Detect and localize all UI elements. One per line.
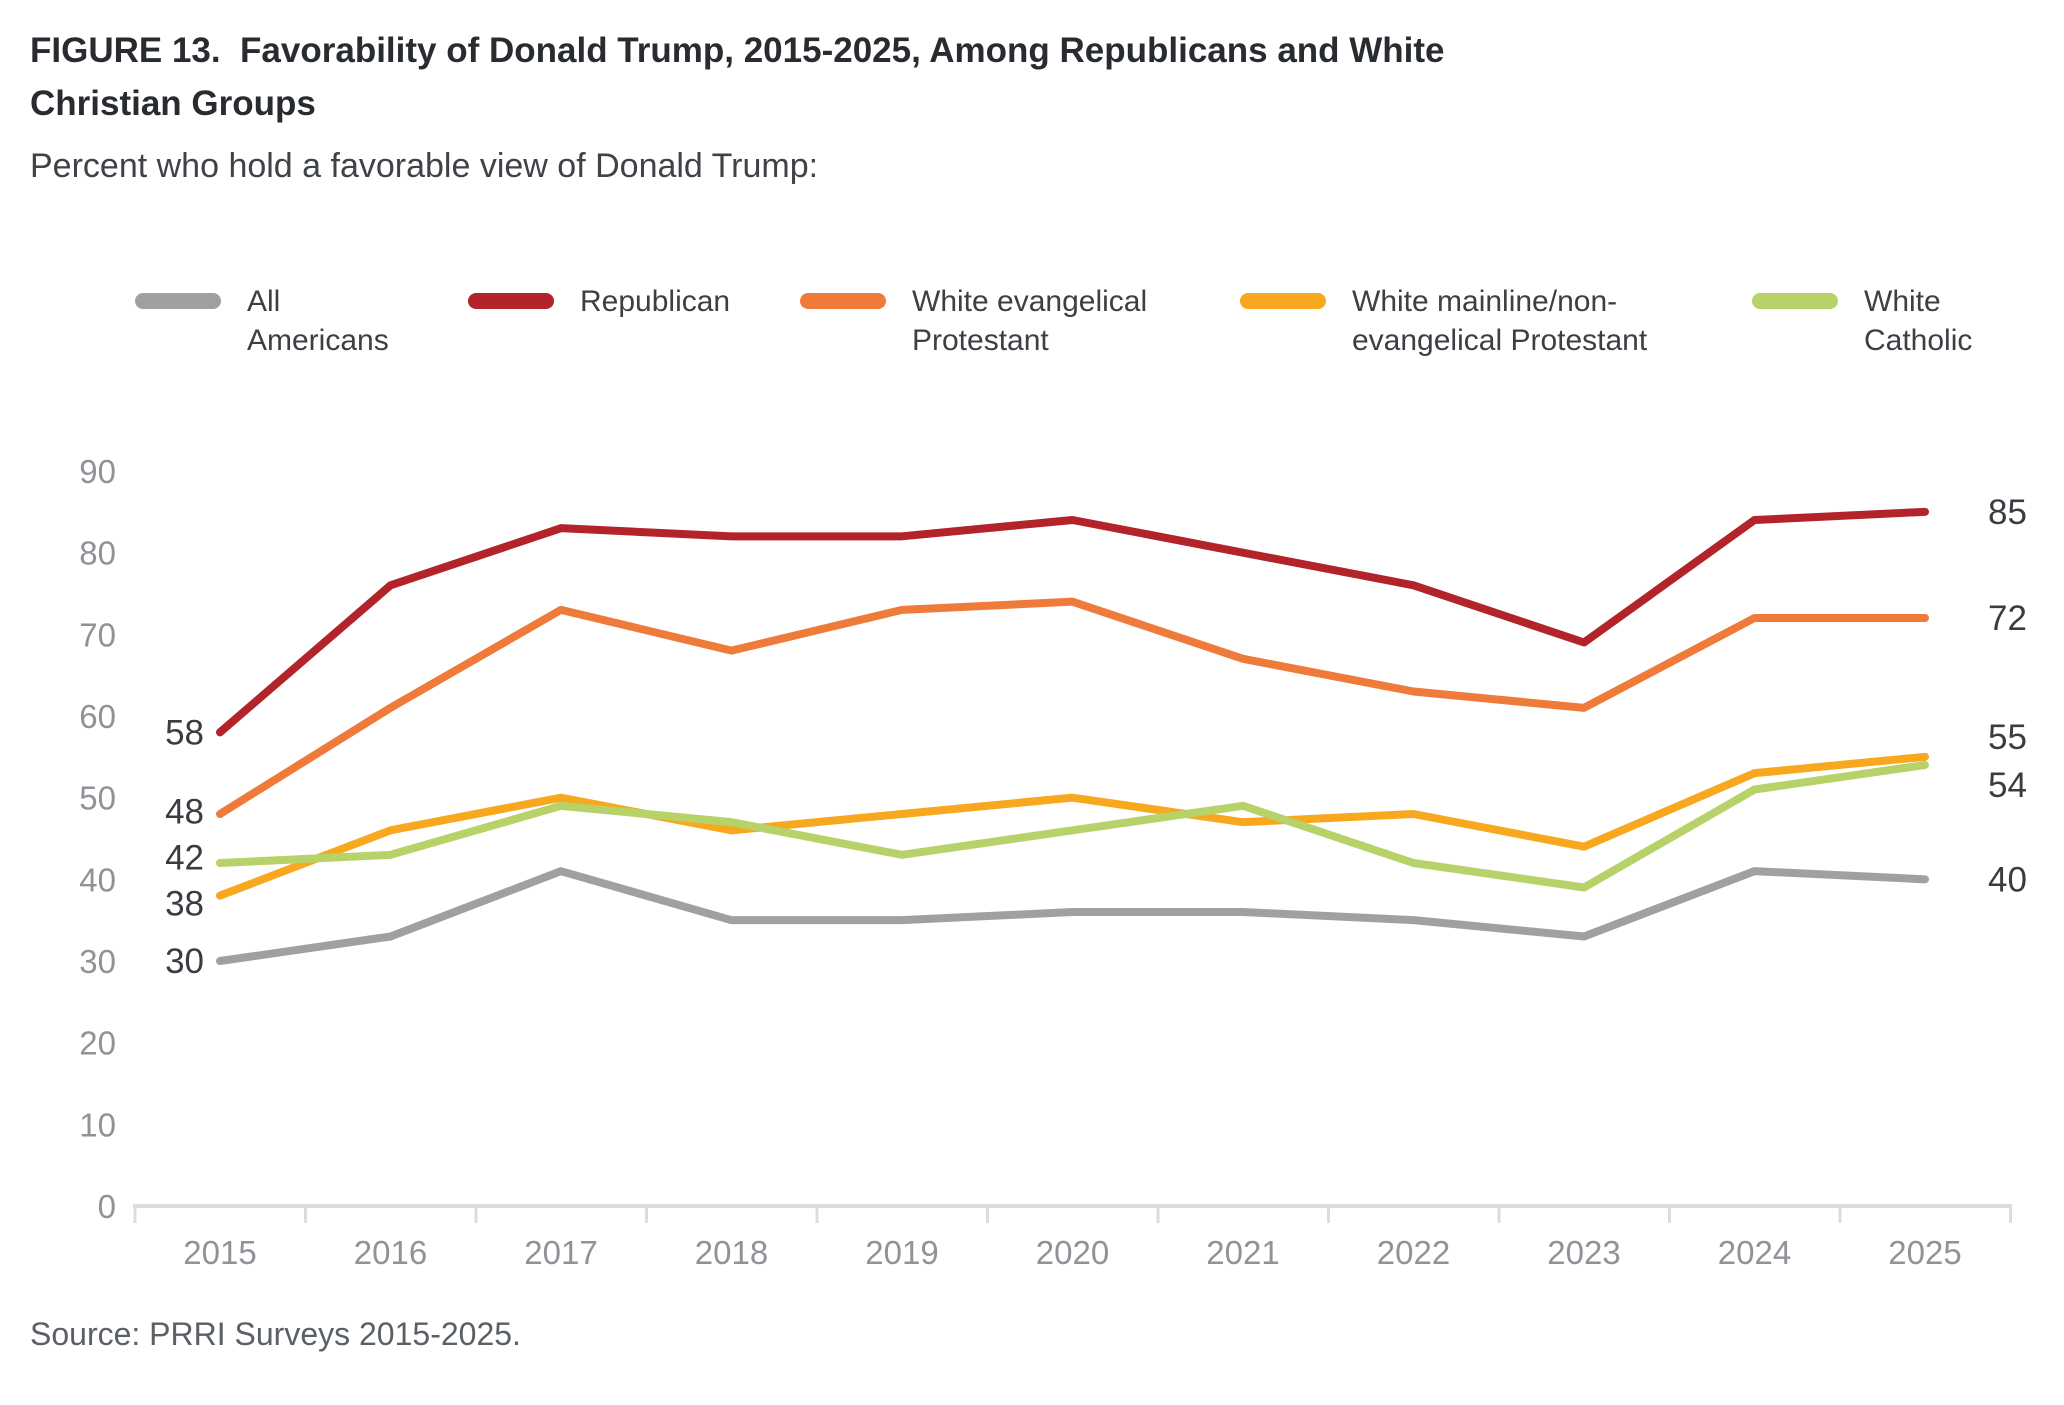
y-axis-label-60: 60 xyxy=(79,698,116,735)
y-axis-label-0: 0 xyxy=(98,1188,116,1225)
chart-legend: All Americans Republican White evangelical… xyxy=(30,282,2040,372)
x-axis-label-2020: 2020 xyxy=(1036,1234,1109,1271)
y-axis-label-40: 40 xyxy=(79,861,116,898)
figure-title: FIGURE 13. Favorability of Donald Trump,… xyxy=(30,31,1455,123)
legend-label-white-evangelical-protestant: White evangelical Protestant xyxy=(912,285,1148,357)
x-axis-label-2019: 2019 xyxy=(865,1234,938,1271)
y-axis-label-50: 50 xyxy=(79,780,116,817)
series-line-white-mainline-non-evangelical-protestant xyxy=(216,752,1929,900)
y-axis-label-10: 10 xyxy=(79,1106,116,1143)
legend-label-white-catholic: White Catholic xyxy=(1864,285,1973,357)
x-axis-label-2018: 2018 xyxy=(695,1234,768,1271)
legend-item-white-evangelical-protestant: White evangelical Protestant xyxy=(800,282,1232,360)
favorability-chart: 0 10 20 30 40 50 60 70 80 90 2015 2016 2017 2018 2019 2… xyxy=(79,453,2027,1271)
chart-area: 0 10 20 30 40 50 60 70 80 90 2015 2016 2017 2018 2019 2… xyxy=(30,416,2040,1296)
legend-swatch-republican xyxy=(468,293,554,309)
x-axis-label-2015: 2015 xyxy=(183,1234,256,1271)
legend-label-republican: Republican xyxy=(580,285,731,318)
legend-swatch-white-evangelical-protestant xyxy=(800,293,886,309)
value-label-left-48: 48 xyxy=(165,793,204,832)
legend-item-white-mainline-non-evangelical-protestant: White mainline/non-evangelical Protestan… xyxy=(1240,282,1672,360)
value-label-right-55: 55 xyxy=(1988,718,2027,757)
x-axis-label-2025: 2025 xyxy=(1888,1234,1961,1271)
value-label-right-54: 54 xyxy=(1988,766,2027,805)
legend-item-republican: Republican xyxy=(468,282,730,321)
x-axis-label-2021: 2021 xyxy=(1206,1234,1279,1271)
value-label-right-85: 85 xyxy=(1988,493,2027,532)
x-axis-label-2024: 2024 xyxy=(1718,1234,1791,1271)
legend-swatch-white-mainline-non-evangelical-protestant xyxy=(1240,293,1326,309)
value-label-right-40: 40 xyxy=(1988,860,2027,899)
series-line-white-evangelical-protestant xyxy=(216,597,1929,818)
figure-subtitle: Percent who hold a favorable view of Don… xyxy=(30,147,819,185)
x-axis-label-2023: 2023 xyxy=(1547,1234,1620,1271)
legend-item-all-americans: All Americans xyxy=(135,282,407,360)
series-line-republican xyxy=(216,507,1929,737)
series-line-all-americans xyxy=(216,867,1929,965)
value-label-left-58: 58 xyxy=(165,713,204,752)
y-axis-label-90: 90 xyxy=(79,453,116,490)
x-axis-label-2016: 2016 xyxy=(354,1234,427,1271)
value-label-left-38: 38 xyxy=(165,885,204,924)
legend-item-white-catholic: White Catholic xyxy=(1752,282,1994,360)
y-axis-label-70: 70 xyxy=(79,616,116,653)
legend-swatch-white-catholic xyxy=(1752,293,1838,309)
y-axis-label-30: 30 xyxy=(79,943,116,980)
value-label-right-72: 72 xyxy=(1988,599,2027,638)
value-label-left-30: 30 xyxy=(165,942,204,981)
legend-label-all-americans: All Americans xyxy=(247,285,389,357)
legend-swatch-all-americans xyxy=(135,293,221,309)
series-line-white-catholic xyxy=(216,760,1929,892)
value-label-left-42: 42 xyxy=(165,839,204,878)
x-axis-label-2017: 2017 xyxy=(524,1234,597,1271)
x-axis-label-2022: 2022 xyxy=(1377,1234,1450,1271)
legend-label-white-mainline-non-evangelical-protestant: White mainline/non-evangelical Protestan… xyxy=(1352,285,1648,357)
source-note: Source: PRRI Surveys 2015-2025. xyxy=(30,1316,521,1352)
y-axis-label-20: 20 xyxy=(79,1025,116,1062)
y-axis-label-80: 80 xyxy=(79,535,116,572)
